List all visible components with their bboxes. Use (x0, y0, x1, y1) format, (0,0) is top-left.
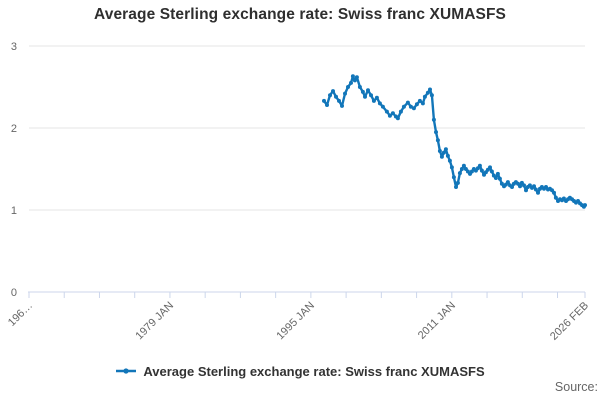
source-label: Source: (554, 380, 598, 394)
data-point-marker[interactable] (488, 165, 492, 170)
x-axis-ticks (28, 292, 586, 298)
x-tick-label: 1979 JAN (133, 300, 176, 343)
data-point-marker[interactable] (369, 93, 373, 98)
y-tick-label: 0 (11, 287, 17, 299)
data-point-marker[interactable] (405, 100, 410, 105)
data-point-marker[interactable] (461, 163, 466, 168)
data-point-marker[interactable] (414, 102, 419, 107)
data-point-marker[interactable] (328, 93, 332, 98)
y-axis-labels: 0 1 2 3 (11, 41, 17, 299)
data-point-marker[interactable] (360, 89, 365, 94)
data-point-marker[interactable] (459, 167, 464, 171)
data-point-marker[interactable] (524, 188, 528, 193)
data-point-marker[interactable] (434, 130, 438, 135)
data-point-marker[interactable] (325, 103, 329, 107)
data-point-marker[interactable] (522, 183, 526, 188)
data-point-marker[interactable] (495, 171, 500, 176)
data-point-marker[interactable] (429, 93, 434, 98)
data-point-marker[interactable] (371, 98, 376, 103)
data-point-marker[interactable] (334, 94, 338, 99)
series-legend-marker-icon (115, 366, 137, 376)
data-point-marker[interactable] (390, 111, 395, 116)
data-point-marker[interactable] (366, 88, 370, 93)
data-point-marker[interactable] (337, 98, 341, 103)
x-tick-label: 2026 FEB (548, 300, 591, 343)
data-point-marker[interactable] (411, 106, 416, 111)
data-point-marker[interactable] (455, 180, 460, 185)
data-point-marker[interactable] (408, 104, 413, 109)
data-point-marker[interactable] (352, 78, 357, 83)
data-point-marker[interactable] (346, 85, 350, 89)
data-point-marker[interactable] (374, 95, 379, 100)
data-point-marker[interactable] (443, 147, 448, 152)
data-point-marker[interactable] (384, 109, 389, 114)
data-point-marker[interactable] (401, 104, 406, 109)
y-tick-label: 2 (11, 123, 17, 135)
chart-title: Average Sterling exchange rate: Swiss fr… (94, 6, 506, 23)
data-point-marker[interactable] (420, 101, 425, 106)
data-point-marker[interactable] (552, 190, 556, 195)
data-point-marker[interactable] (395, 116, 400, 121)
data-point-marker[interactable] (437, 149, 442, 153)
series-markers[interactable] (322, 74, 587, 209)
data-point-marker[interactable] (533, 187, 538, 192)
data-point-marker[interactable] (441, 150, 446, 155)
data-point-marker[interactable] (532, 184, 536, 189)
data-point-marker[interactable] (428, 87, 432, 92)
data-point-marker[interactable] (505, 180, 510, 185)
data-point-marker[interactable] (479, 168, 484, 173)
legend[interactable]: Average Sterling exchange rate: Swiss fr… (0, 361, 600, 381)
data-point-marker[interactable] (431, 117, 436, 122)
data-point-marker[interactable] (445, 153, 450, 158)
data-point-marker[interactable] (489, 169, 494, 174)
data-point-marker[interactable] (457, 171, 462, 176)
chart-canvas[interactable]: 0 1 2 3 196… 1979 JAN 1995 JAN 2011 JAN 2026 FEB (0, 0, 600, 356)
data-point-marker[interactable] (398, 109, 403, 114)
data-point-marker[interactable] (510, 185, 514, 189)
data-point-marker[interactable] (493, 176, 498, 180)
series-legend-label: Average Sterling exchange rate: Swiss fr… (143, 363, 485, 379)
data-point-marker[interactable] (357, 85, 362, 89)
y-tick-label: 1 (11, 205, 17, 217)
data-point-marker[interactable] (340, 103, 344, 108)
data-point-marker[interactable] (477, 163, 482, 168)
x-axis-labels: 196… 1979 JAN 1995 JAN 2011 JAN 2026 FEB (6, 300, 591, 343)
y-gridlines (29, 45, 585, 211)
data-point-marker[interactable] (449, 165, 454, 170)
data-point-marker[interactable] (363, 94, 367, 99)
data-point-marker[interactable] (322, 98, 326, 103)
data-point-marker[interactable] (387, 113, 392, 118)
data-point-marker[interactable] (454, 185, 458, 189)
data-point-marker[interactable] (343, 91, 347, 96)
data-point-marker[interactable] (425, 90, 430, 95)
data-point-marker[interactable] (377, 101, 382, 106)
data-point-marker[interactable] (518, 184, 522, 189)
data-point-marker[interactable] (447, 158, 452, 163)
data-point-marker[interactable] (380, 104, 385, 109)
x-tick-label: 2011 JAN (416, 300, 458, 342)
data-point-marker[interactable] (435, 138, 440, 143)
data-point-marker[interactable] (451, 175, 456, 180)
data-point-marker[interactable] (439, 154, 444, 159)
data-point-marker[interactable] (331, 89, 335, 94)
data-point-marker[interactable] (583, 203, 587, 208)
data-point-marker[interactable] (497, 176, 502, 181)
data-point-marker[interactable] (417, 98, 422, 103)
data-point-marker[interactable] (349, 80, 353, 85)
data-point-marker[interactable] (354, 75, 359, 80)
data-point-marker[interactable] (422, 94, 427, 99)
data-point-marker[interactable] (553, 195, 558, 200)
data-point-marker[interactable] (536, 190, 540, 195)
x-tick-label: 1995 JAN (274, 300, 317, 343)
data-point-marker[interactable] (350, 74, 355, 79)
x-tick-label: 196… (6, 300, 35, 329)
y-tick-label: 3 (11, 41, 17, 53)
